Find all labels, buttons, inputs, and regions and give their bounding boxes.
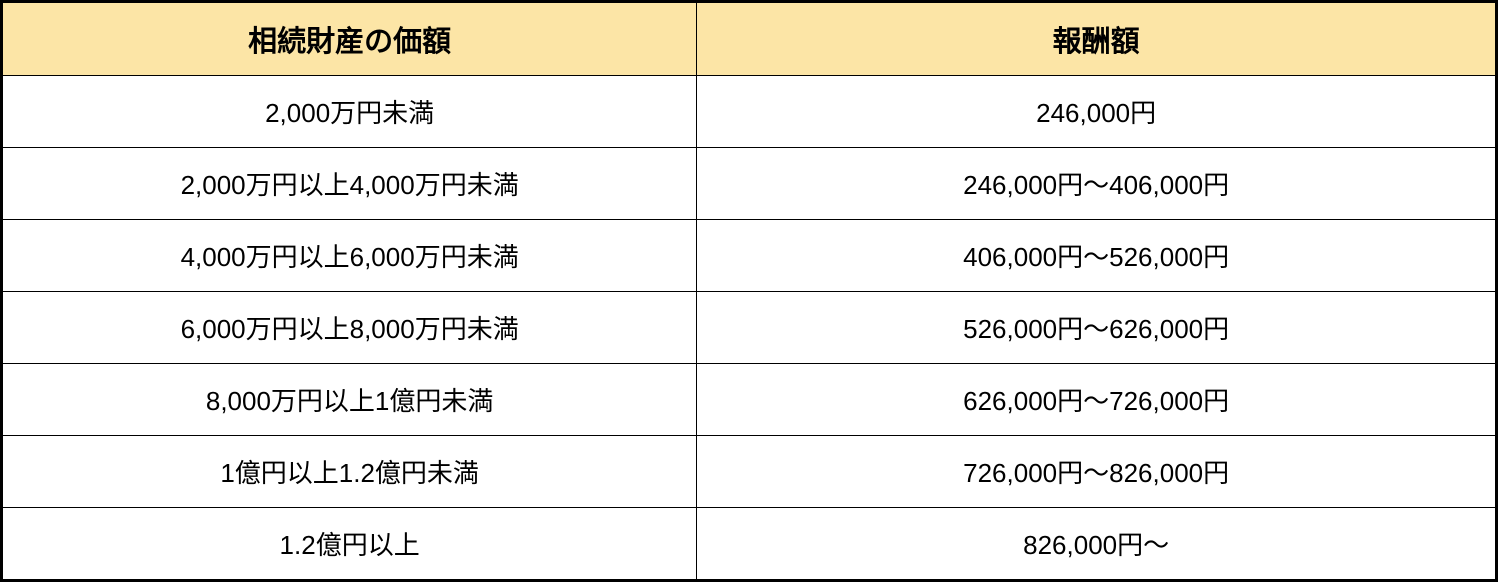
fee-table-container: 相続財産の価額 報酬額 2,000万円未満 246,000円 2,000万円以上… [0,0,1498,582]
property-value-cell: 6,000万円以上8,000万円未満 [3,291,697,363]
property-value-cell: 4,000万円以上6,000万円未満 [3,219,697,291]
table-row: 1.2億円以上 826,000円～ [3,507,1495,579]
table-row: 1億円以上1.2億円未満 726,000円～826,000円 [3,435,1495,507]
col-header-fee-amount: 報酬額 [697,3,1495,75]
col-header-property-value: 相続財産の価額 [3,3,697,75]
fee-amount-cell: 726,000円～826,000円 [697,435,1495,507]
fee-amount-cell: 526,000円～626,000円 [697,291,1495,363]
fee-amount-cell: 826,000円～ [697,507,1495,579]
property-value-cell: 1億円以上1.2億円未満 [3,435,697,507]
table-header-row: 相続財産の価額 報酬額 [3,3,1495,75]
table-row: 6,000万円以上8,000万円未満 526,000円～626,000円 [3,291,1495,363]
table-row: 2,000万円未満 246,000円 [3,75,1495,147]
table-row: 8,000万円以上1億円未満 626,000円～726,000円 [3,363,1495,435]
fee-amount-cell: 246,000円 [697,75,1495,147]
property-value-cell: 8,000万円以上1億円未満 [3,363,697,435]
fee-table: 相続財産の価額 報酬額 2,000万円未満 246,000円 2,000万円以上… [3,3,1495,579]
fee-amount-cell: 626,000円～726,000円 [697,363,1495,435]
table-row: 4,000万円以上6,000万円未満 406,000円～526,000円 [3,219,1495,291]
property-value-cell: 2,000万円以上4,000万円未満 [3,147,697,219]
property-value-cell: 2,000万円未満 [3,75,697,147]
fee-amount-cell: 406,000円～526,000円 [697,219,1495,291]
table-row: 2,000万円以上4,000万円未満 246,000円～406,000円 [3,147,1495,219]
property-value-cell: 1.2億円以上 [3,507,697,579]
fee-amount-cell: 246,000円～406,000円 [697,147,1495,219]
